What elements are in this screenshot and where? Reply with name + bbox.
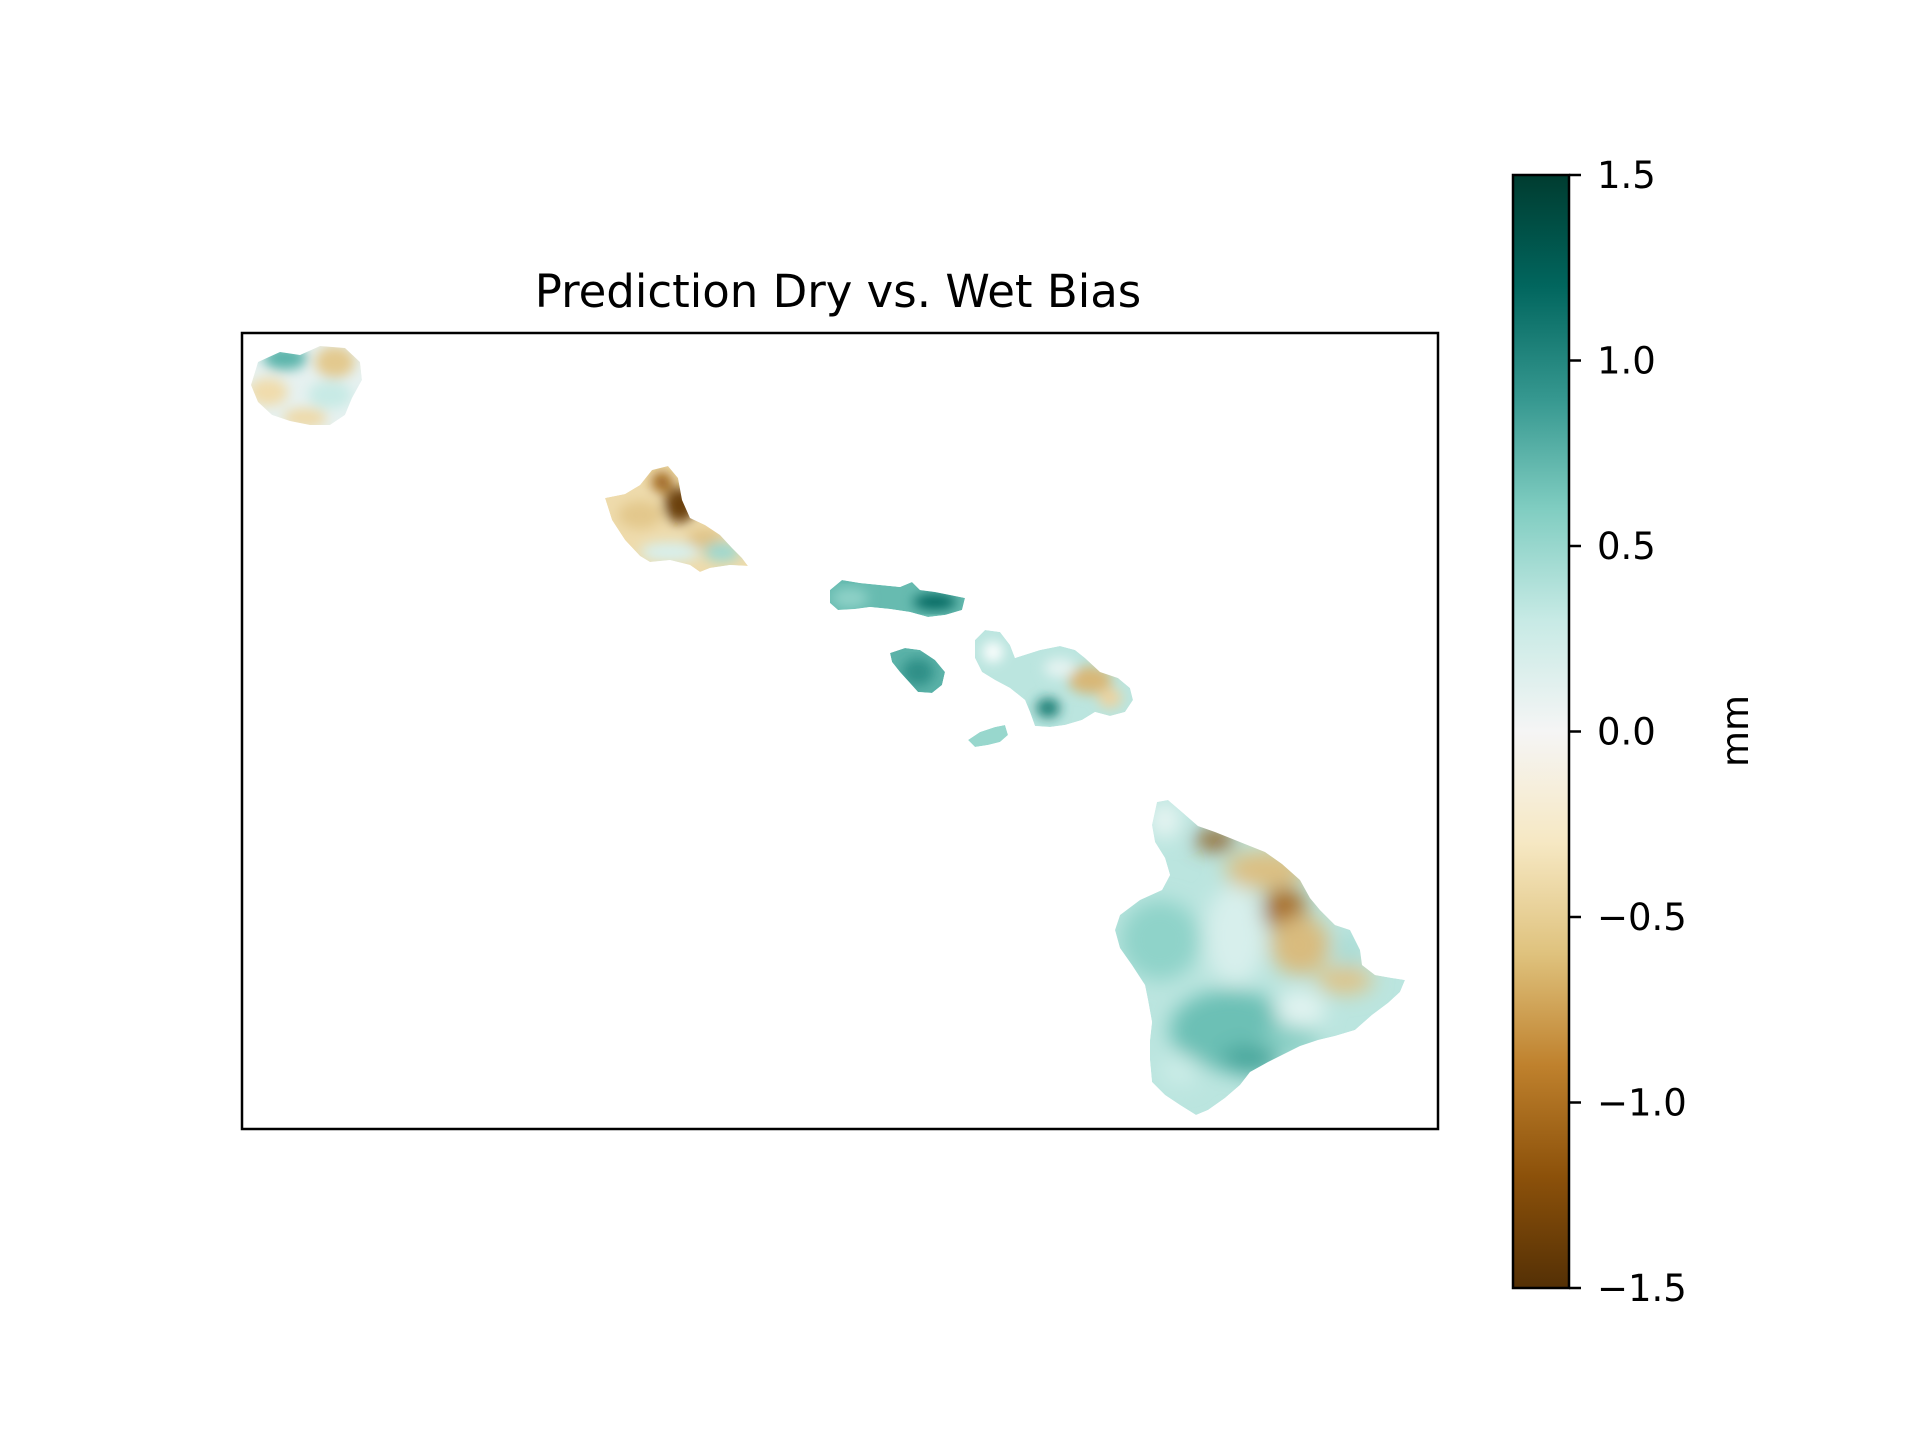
island-hawaii bbox=[1115, 800, 1405, 1115]
colorbar-tick-label: 1.0 bbox=[1597, 340, 1656, 383]
colorbar-tick-label: 0.5 bbox=[1597, 525, 1656, 568]
map-title: Prediction Dry vs. Wet Bias bbox=[535, 265, 1142, 318]
colorbar-gradient bbox=[1513, 175, 1569, 1288]
colorbar-tick-label: −1.5 bbox=[1597, 1267, 1687, 1310]
colorbar-tick-label: 1.5 bbox=[1597, 154, 1656, 197]
island-kahoolawe bbox=[968, 725, 1008, 747]
colorbar-label: mm bbox=[1714, 695, 1757, 767]
colorbar-ticks: 1.5 1.0 0.5 0.0 −0.5 −1.0 −1.5 bbox=[1569, 154, 1687, 1310]
island-molokai bbox=[830, 580, 965, 617]
island-lanai bbox=[890, 648, 945, 693]
map-axes bbox=[240, 331, 1440, 1131]
island-maui bbox=[975, 630, 1133, 727]
colorbar-tick-label: 0.0 bbox=[1597, 711, 1656, 754]
colorbar-tick-label: −1.0 bbox=[1597, 1082, 1687, 1125]
island-oahu bbox=[605, 466, 748, 572]
axes-frame bbox=[240, 331, 1440, 1131]
colorbar-tick-label: −0.5 bbox=[1597, 896, 1687, 939]
colorbar: 1.5 1.0 0.5 0.0 −0.5 −1.0 −1.5 mm bbox=[1511, 154, 1757, 1310]
